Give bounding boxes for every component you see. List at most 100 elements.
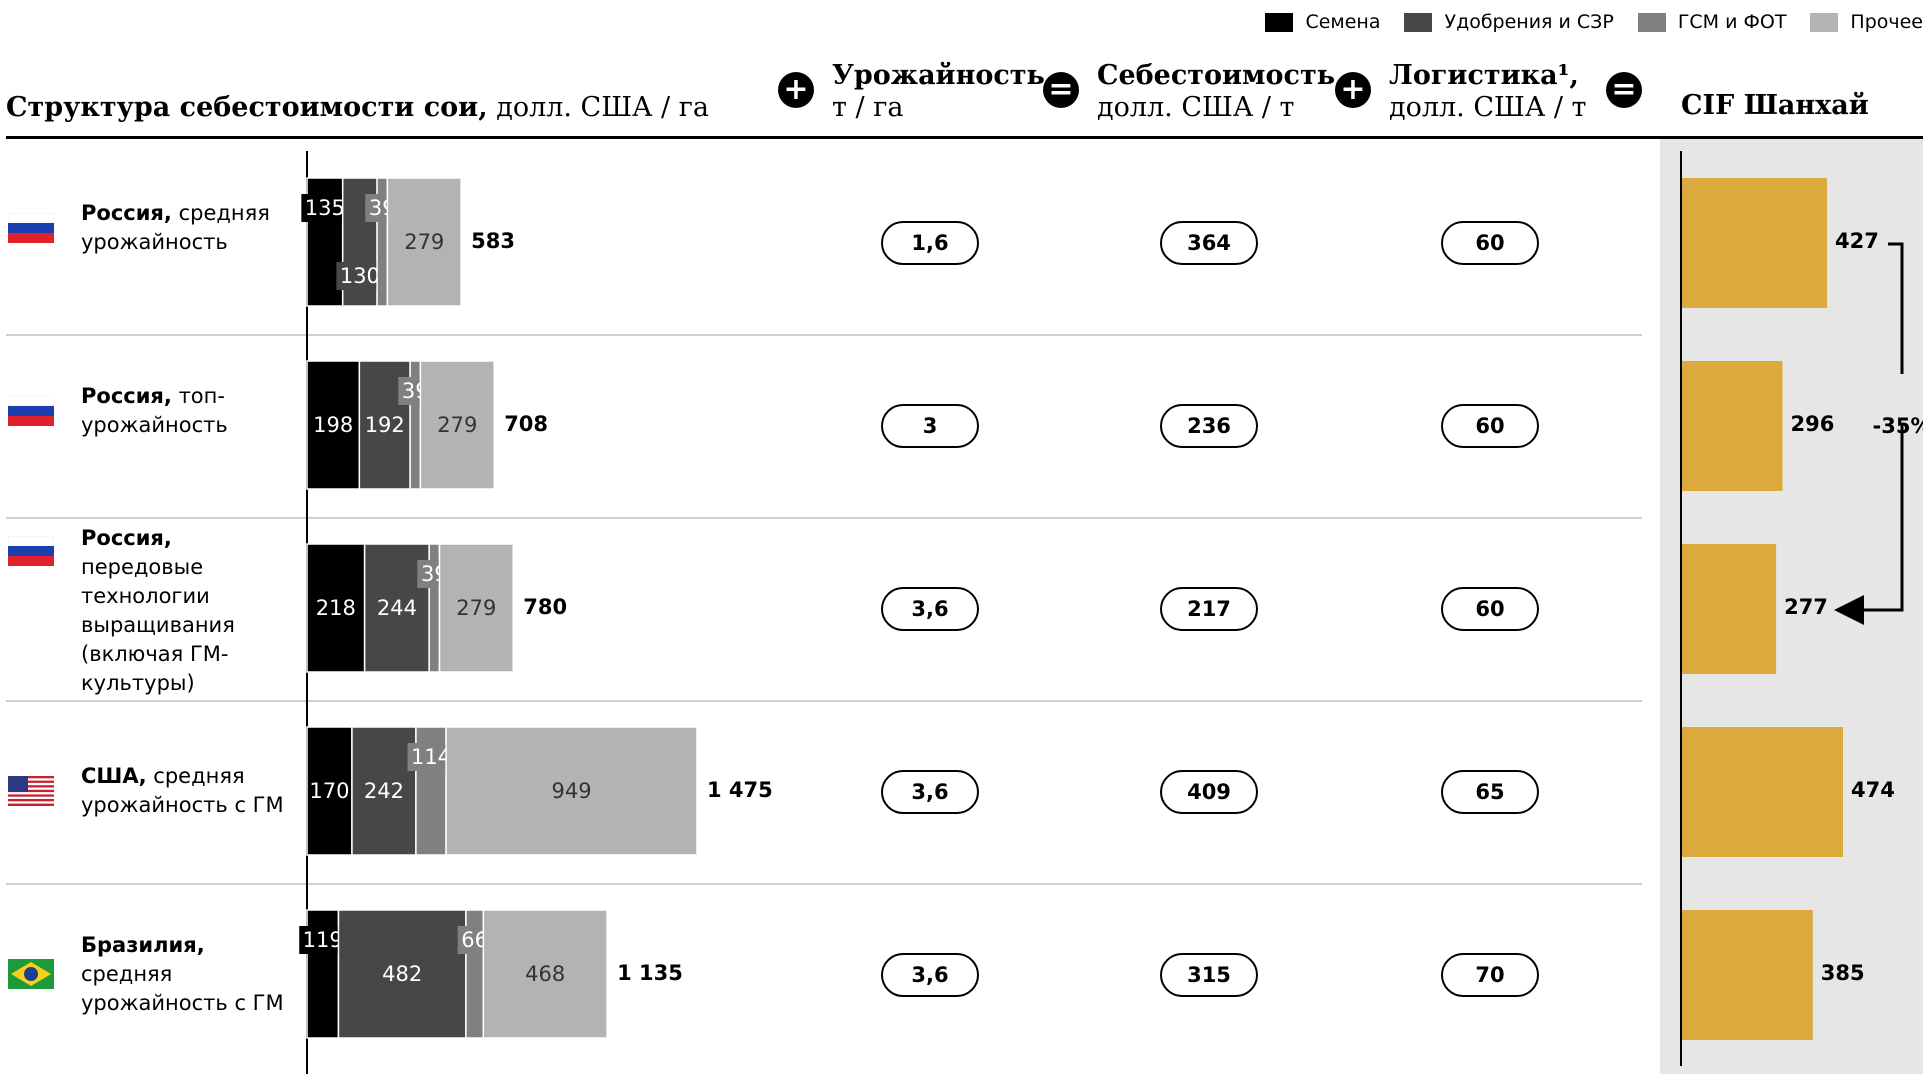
row-name: Бразилия, средняя урожайность с ГМ bbox=[81, 931, 298, 1018]
equals-icon: = bbox=[1043, 72, 1079, 108]
cost-pill: 315 bbox=[1160, 953, 1258, 997]
cost-pill: 217 bbox=[1160, 587, 1258, 631]
logistics-pill: 60 bbox=[1441, 221, 1539, 265]
brazil-flag-icon bbox=[8, 959, 54, 989]
row-label: Россия, средняя урожайность bbox=[8, 178, 298, 278]
row-name-bold: Бразилия, bbox=[81, 932, 205, 957]
row-name-rest: передовые технологии выращивания (включа… bbox=[81, 555, 235, 695]
segment-label-fertilizers: 192 bbox=[365, 413, 405, 437]
bar-segment-other bbox=[386, 177, 462, 307]
header-cost-bold: Себестоимость, bbox=[1097, 60, 1345, 91]
segment-label-seeds: 170 bbox=[309, 779, 349, 803]
header-logistics-unit: долл. США / т bbox=[1389, 92, 1587, 123]
row-name-bold: Россия, bbox=[81, 201, 172, 225]
legend-item-fertilizers: Удобрения и СЗР bbox=[1404, 11, 1614, 33]
legend-label-seeds: Семена bbox=[1305, 11, 1381, 33]
bar-total-label: 708 bbox=[504, 412, 548, 436]
cost-pill: 236 bbox=[1160, 404, 1258, 448]
segment-label-other: 279 bbox=[437, 413, 477, 437]
legend-label-other: Прочее bbox=[1850, 11, 1923, 33]
segment-label-other: 279 bbox=[404, 230, 444, 254]
row-label: Россия, топ-урожайность bbox=[8, 361, 298, 461]
segment-label-other: 279 bbox=[456, 596, 496, 620]
segment-label-fertilizers: 482 bbox=[382, 962, 422, 986]
row-name-rest: средняя урожайность bbox=[81, 201, 270, 254]
bar-total-label: 583 bbox=[471, 229, 515, 253]
legend-label-fertilizers: Удобрения и СЗР bbox=[1444, 11, 1614, 33]
cif-bar-label: 474 bbox=[1851, 778, 1895, 802]
legend-swatch-fertilizers bbox=[1404, 12, 1433, 32]
yield-pill: 1,6 bbox=[881, 221, 979, 265]
segment-label-other: 468 bbox=[525, 962, 565, 986]
row-name-bold: США, bbox=[81, 764, 147, 788]
row-name-bold: Россия, bbox=[81, 526, 172, 550]
segment-label-seeds: 198 bbox=[313, 413, 353, 437]
row-label: Бразилия, средняя урожайность с ГМ bbox=[8, 924, 298, 1024]
cif-bar bbox=[1682, 727, 1843, 857]
cif-bar-label: 296 bbox=[1791, 412, 1835, 436]
bar-segment-other bbox=[482, 909, 608, 1039]
cif-bar-label: 385 bbox=[1821, 961, 1865, 985]
segment-label-fuel: 114 bbox=[411, 745, 451, 769]
chart-title-unit: долл. США / га bbox=[487, 92, 709, 123]
bar-segment-other bbox=[445, 726, 698, 856]
segment-label-seeds: 218 bbox=[316, 596, 356, 620]
cif-bar bbox=[1682, 544, 1777, 674]
row-name-rest: топ-урожайность bbox=[81, 384, 228, 437]
yield-pill: 3,6 bbox=[881, 953, 979, 997]
header-logistics: Логистика¹, долл. США / т bbox=[1389, 60, 1586, 124]
segment-label-other: 949 bbox=[551, 779, 591, 803]
header-rule bbox=[6, 136, 1923, 139]
bar-segment-seeds bbox=[306, 726, 353, 856]
header-cost: Себестоимость, долл. США / т bbox=[1097, 60, 1344, 124]
cif-bar bbox=[1682, 361, 1783, 491]
usa-flag-icon bbox=[8, 776, 54, 806]
logistics-pill: 60 bbox=[1441, 587, 1539, 631]
row-label: США, средняя урожайность с ГМ bbox=[8, 741, 298, 841]
logistics-pill: 65 bbox=[1441, 770, 1539, 814]
row-name-rest: средняя урожайность с ГМ bbox=[81, 764, 284, 817]
bar-total-label: 1 135 bbox=[617, 961, 683, 985]
legend-item-fuel: ГСМ и ФОТ bbox=[1637, 11, 1787, 33]
annotation-bracket-top bbox=[1888, 242, 1904, 374]
legend: Семена Удобрения и СЗР ГСМ и ФОТ Прочее bbox=[1241, 10, 1923, 34]
bar-segment-seeds bbox=[306, 360, 361, 490]
row-name-rest: средняя урожайность с ГМ bbox=[81, 961, 284, 1015]
russia-flag-icon bbox=[8, 396, 54, 426]
row-name: США, средняя урожайность с ГМ bbox=[81, 762, 298, 820]
segment-label-fertilizers: 130 bbox=[340, 264, 380, 288]
cif-bar-label: 277 bbox=[1784, 595, 1828, 619]
cif-bar-label: 427 bbox=[1835, 229, 1879, 253]
segment-label-seeds: 119 bbox=[303, 928, 343, 952]
header-logistics-bold: Логистика¹, bbox=[1389, 60, 1579, 91]
header-yield: Урожайность, т / га bbox=[832, 60, 1054, 124]
row-label: Россия, передовые технологии выращивания… bbox=[8, 524, 298, 695]
segment-label-bg bbox=[301, 194, 349, 222]
header-yield-unit: т / га bbox=[832, 92, 904, 123]
segment-label-seeds: 135 bbox=[305, 196, 345, 220]
cif-title: CIF Шанхай bbox=[1681, 90, 1869, 121]
row-name: Россия, средняя урожайность bbox=[81, 199, 298, 257]
legend-swatch-seeds bbox=[1265, 12, 1294, 32]
russia-flag-icon bbox=[8, 213, 54, 243]
row-name: Россия, передовые технологии выращивания… bbox=[81, 524, 266, 698]
legend-item-seeds: Семена bbox=[1265, 11, 1380, 33]
cost-pill: 409 bbox=[1160, 770, 1258, 814]
cif-bar bbox=[1682, 910, 1813, 1040]
row-name-bold: Россия, bbox=[81, 384, 172, 408]
plus-icon: + bbox=[778, 72, 814, 108]
yield-pill: 3,6 bbox=[881, 770, 979, 814]
legend-label-fuel: ГСМ и ФОТ bbox=[1677, 11, 1787, 33]
bar-segment-other bbox=[419, 360, 495, 490]
cif-bar bbox=[1682, 178, 1828, 308]
logistics-pill: 60 bbox=[1441, 404, 1539, 448]
legend-swatch-other bbox=[1810, 12, 1839, 32]
bar-total-label: 780 bbox=[523, 595, 567, 619]
logistics-pill: 70 bbox=[1441, 953, 1539, 997]
header-cost-unit: долл. США / т bbox=[1097, 92, 1295, 123]
chart-title-bold: Структура себестоимости сои, bbox=[6, 92, 488, 123]
russia-flag-icon bbox=[8, 536, 54, 566]
yield-pill: 3 bbox=[881, 404, 979, 448]
segment-label-bg bbox=[336, 262, 384, 290]
